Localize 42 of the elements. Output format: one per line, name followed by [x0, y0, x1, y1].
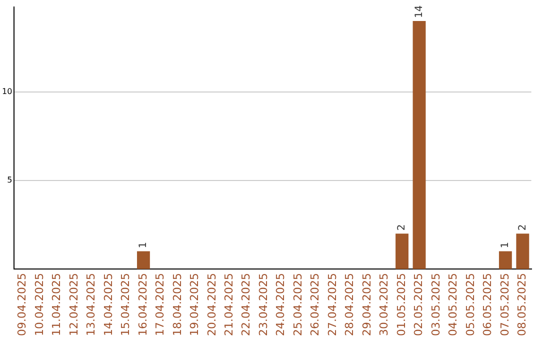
x-tick-label: 27.04.2025: [326, 273, 339, 336]
x-tick-label: 25.04.2025: [291, 273, 304, 336]
x-tick-label: 24.04.2025: [274, 273, 288, 336]
x-tick-label: 30.04.2025: [378, 273, 391, 336]
bar: [136, 251, 150, 270]
x-tick-label: 02.05.2025: [412, 273, 426, 336]
data-label: 2: [517, 224, 528, 231]
x-tick-label: 15.04.2025: [119, 273, 132, 336]
x-tick-label: 19.04.2025: [188, 273, 202, 336]
x-tick-label: 23.04.2025: [256, 273, 270, 336]
x-tick-label: 01.05.2025: [394, 273, 408, 336]
x-tick-label: 04.05.2025: [446, 273, 460, 336]
x-tick-label: 20.04.2025: [205, 273, 218, 336]
x-tick-label: 16.04.2025: [136, 273, 150, 336]
x-tick-label: 08.05.2025: [516, 273, 529, 336]
x-tick-label: 29.04.2025: [360, 273, 374, 336]
x-tick-label: 18.04.2025: [170, 273, 184, 336]
bar: [412, 20, 426, 270]
x-tick-label: 03.05.2025: [429, 273, 442, 336]
data-label: 1: [138, 242, 150, 248]
x-tick-label: 07.05.2025: [498, 273, 512, 336]
bar: [516, 234, 530, 270]
x-tick-label: 12.04.2025: [67, 273, 80, 336]
x-tick-label: 06.05.2025: [481, 273, 494, 336]
x-tick-label: 21.04.2025: [222, 273, 236, 336]
x-tick-label: 11.04.2025: [50, 273, 64, 336]
data-label: 1: [500, 242, 512, 248]
x-tick-label: 22.04.2025: [240, 273, 253, 336]
bar: [396, 234, 408, 270]
data-label: 2: [396, 224, 408, 231]
bar: [498, 251, 512, 270]
x-tick-label: 26.04.2025: [308, 273, 322, 336]
y-tick-label: 10: [2, 86, 12, 96]
x-tick-label: 05.05.2025: [464, 273, 477, 336]
x-tick-label: 28.04.2025: [343, 273, 356, 336]
x-tick-label: 10.04.2025: [32, 273, 46, 336]
y-tick-label: 5: [7, 176, 12, 185]
x-tick-label: 17.04.2025: [154, 273, 167, 336]
x-tick-label: 14.04.2025: [102, 273, 115, 336]
data-label: 14: [414, 5, 425, 18]
x-tick-label: 13.04.2025: [84, 273, 98, 336]
x-tick-label: 09.04.2025: [16, 273, 29, 336]
